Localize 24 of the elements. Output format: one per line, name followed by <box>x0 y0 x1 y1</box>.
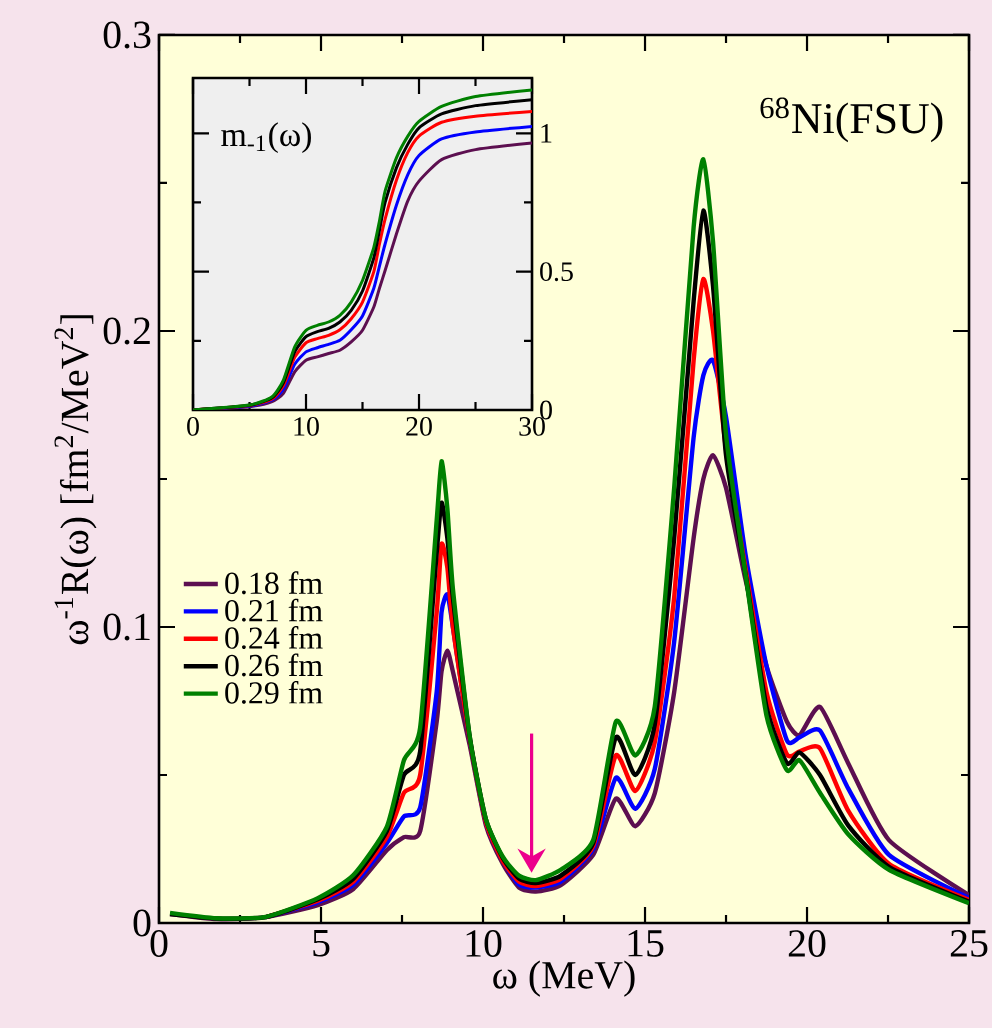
y-axis-title: ω$^{-1}$R(ω) [fm$^{2}$/MeV$^{2}$] <box>54 315 97 645</box>
y-tick-label: 0.3 <box>103 21 151 49</box>
x-tick-label: 20 <box>406 417 433 436</box>
x-tick-label: 15 <box>628 930 664 957</box>
y-tick-label: 0.2 <box>103 317 150 345</box>
x-axis-title: ω (MeV) <box>493 960 635 997</box>
x-tick-label: 10 <box>466 930 502 957</box>
y-tick-label: 0.1 <box>103 613 150 641</box>
x-tick-label: 0 <box>150 930 168 957</box>
x-tick-label: 5 <box>313 930 330 957</box>
legend-label: 0.18 fm <box>225 571 323 595</box>
y-tick-label: 0.5 <box>540 262 574 282</box>
x-tick-label: 0 <box>187 417 200 436</box>
legend-label: 0.24 fm <box>225 626 323 649</box>
legend-label: 0.29 fm <box>225 680 323 704</box>
y-tick-label: 0 <box>133 909 151 937</box>
x-tick-label: 10 <box>294 417 320 436</box>
x-tick-label: 20 <box>789 930 826 957</box>
annotation: m$_{-1}$(ω) <box>221 122 312 154</box>
y-tick-label: 1 <box>541 124 552 143</box>
legend-label: 0.21 fm <box>225 598 323 622</box>
x-tick-label: 25 <box>951 930 988 957</box>
legend-label: 0.26 fm <box>225 653 323 677</box>
annotation: $^{68}$Ni(FSU) <box>760 97 943 143</box>
